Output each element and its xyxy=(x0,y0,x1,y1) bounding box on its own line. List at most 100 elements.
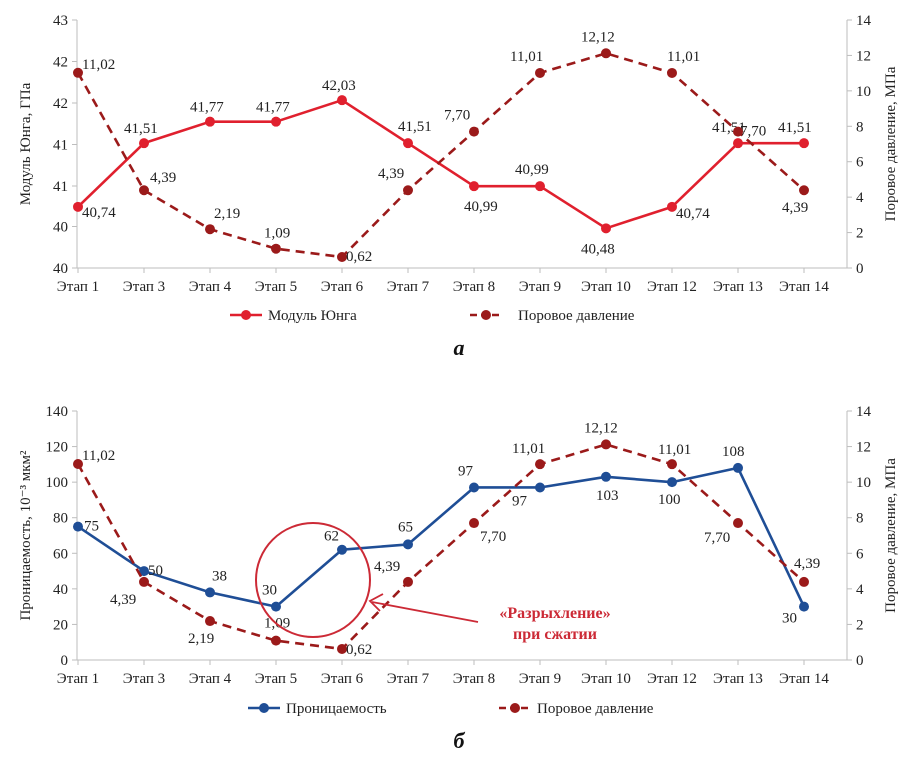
series-line-primary xyxy=(77,466,806,608)
data-label: 7,70 xyxy=(704,530,730,546)
data-label: 12,12 xyxy=(584,420,618,436)
y-left-tick-label: 43 xyxy=(53,13,68,29)
data-label: 4,39 xyxy=(150,170,176,186)
data-label: 97 xyxy=(512,493,528,509)
data-point xyxy=(73,67,83,78)
y-right-tick-label: 4 xyxy=(856,190,864,206)
data-point xyxy=(469,518,479,529)
legend-label: Поровое давление xyxy=(537,701,654,717)
data-label: 2,19 xyxy=(214,206,240,222)
legend-marker xyxy=(241,310,251,320)
data-label: 4,39 xyxy=(374,559,400,575)
data-label: 42,03 xyxy=(322,78,356,94)
x-tick-label: Этап 14 xyxy=(779,279,829,295)
legend-label: Модуль Юнга xyxy=(268,308,357,324)
x-tick-label: Этап 4 xyxy=(189,671,232,687)
y-left-tick-label: 42 xyxy=(53,55,68,71)
data-point xyxy=(667,67,677,78)
data-label: 38 xyxy=(212,568,227,584)
data-point xyxy=(799,185,809,196)
chart-caption: а xyxy=(454,335,465,360)
x-tick-label: Этап 1 xyxy=(57,279,99,295)
x-tick-label: Этап 9 xyxy=(519,671,561,687)
data-label: 40,99 xyxy=(515,162,549,178)
data-label: 30 xyxy=(782,611,797,627)
data-label: 41,51 xyxy=(124,121,158,137)
series-line-primary xyxy=(77,98,804,230)
y-left-axis-title: Модуль Юнга, ГПа xyxy=(18,82,34,205)
data-point xyxy=(601,223,611,234)
x-tick-label: Этап 3 xyxy=(123,279,165,295)
annotation-circle xyxy=(255,522,371,638)
x-tick-label: Этап 3 xyxy=(123,671,165,687)
data-point xyxy=(139,576,149,587)
y-right-tick-label: 0 xyxy=(856,653,864,669)
y-left-tick-label: 140 xyxy=(46,404,69,420)
y-left-tick-label: 41 xyxy=(53,179,68,195)
data-label: 4,39 xyxy=(782,200,808,216)
y-left-tick-label: 40 xyxy=(53,261,68,277)
data-label: 11,01 xyxy=(667,49,700,65)
data-point xyxy=(73,521,83,532)
legend-marker xyxy=(481,310,491,320)
data-label: 50 xyxy=(148,563,163,579)
x-tick-label: Этап 12 xyxy=(647,671,697,687)
data-label: 11,01 xyxy=(512,441,545,457)
data-label: 41,77 xyxy=(190,100,224,116)
data-point xyxy=(535,67,545,78)
x-tick-label: Этап 9 xyxy=(519,279,561,295)
y-left-tick-label: 41 xyxy=(53,138,68,154)
data-label: 65 xyxy=(398,519,413,535)
data-point xyxy=(337,643,347,654)
data-point xyxy=(733,518,743,529)
data-label: 40,74 xyxy=(676,206,710,222)
data-label: 7,70 xyxy=(480,529,506,545)
data-label: 4,39 xyxy=(794,556,820,572)
y-right-axis-title: Поровое давление, МПа xyxy=(883,458,899,613)
data-point xyxy=(205,116,215,127)
data-point xyxy=(271,601,281,612)
data-point xyxy=(535,181,545,192)
data-point xyxy=(139,138,149,149)
data-point xyxy=(667,201,677,212)
data-label: 41,51 xyxy=(398,119,432,135)
data-label: 11,01 xyxy=(658,442,691,458)
y-left-tick-label: 20 xyxy=(53,617,68,633)
series-line-pore-pressure xyxy=(76,443,805,651)
data-point xyxy=(271,635,281,646)
data-point xyxy=(535,459,545,470)
legend-marker xyxy=(259,703,269,713)
data-label: 11,01 xyxy=(510,49,543,65)
data-label: 7,70 xyxy=(740,124,766,140)
data-label: 11,02 xyxy=(82,57,115,73)
y-right-tick-label: 14 xyxy=(856,404,872,420)
y-right-tick-label: 14 xyxy=(856,13,872,29)
data-point xyxy=(733,138,743,149)
data-point xyxy=(403,576,413,587)
x-tick-label: Этап 12 xyxy=(647,279,697,295)
data-label: 0,62 xyxy=(346,642,372,658)
x-tick-label: Этап 13 xyxy=(713,279,763,295)
data-point xyxy=(667,459,677,470)
data-label: 100 xyxy=(658,492,681,508)
data-point xyxy=(139,185,149,196)
annotation-arrow-line xyxy=(371,601,479,623)
data-label: 4,39 xyxy=(378,166,404,182)
data-point xyxy=(271,243,281,254)
data-label: 62 xyxy=(324,529,339,545)
y-right-tick-label: 4 xyxy=(856,582,864,598)
y-right-tick-label: 10 xyxy=(856,84,871,100)
data-label: 1,09 xyxy=(264,226,290,242)
annotation-arrow-head xyxy=(368,593,384,612)
data-point xyxy=(205,224,215,235)
x-tick-label: Этап 14 xyxy=(779,671,829,687)
y-left-axis-title: Проницаемость, 10⁻³ мкм² xyxy=(18,450,34,621)
data-point xyxy=(799,576,809,587)
x-tick-label: Этап 8 xyxy=(453,279,495,295)
y-right-tick-label: 6 xyxy=(856,546,864,562)
data-point xyxy=(403,539,413,550)
chart-caption: б xyxy=(454,728,466,753)
data-label: 2,19 xyxy=(188,631,214,647)
y-left-tick-label: 40 xyxy=(53,220,68,236)
